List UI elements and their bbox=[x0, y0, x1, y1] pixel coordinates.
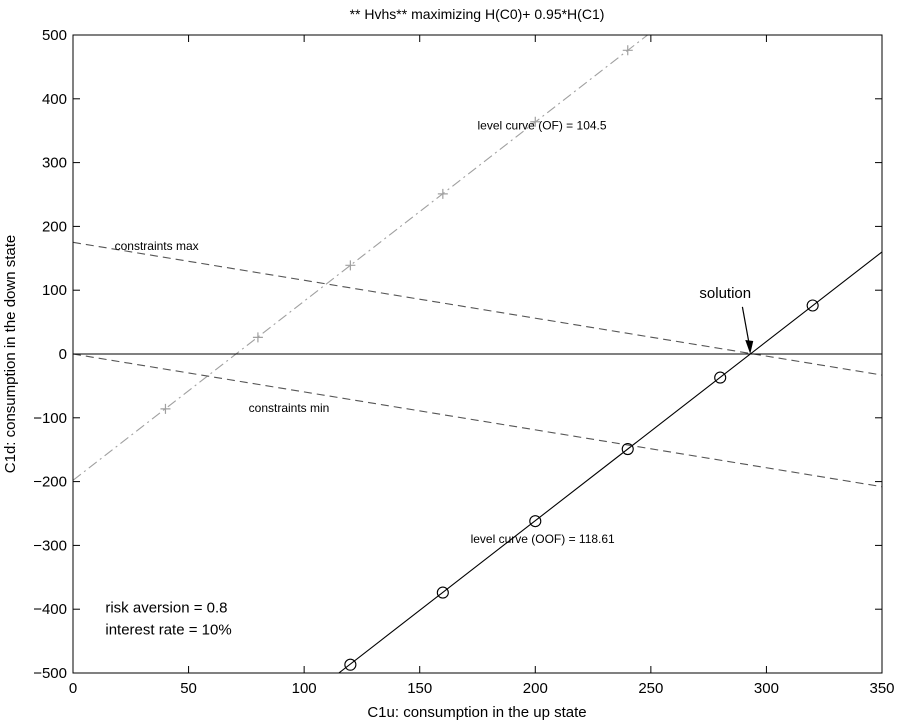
series-line-4 bbox=[73, 353, 882, 488]
x-tick-label: 50 bbox=[180, 680, 197, 697]
y-tick-label: 400 bbox=[42, 91, 67, 108]
series-line-2 bbox=[338, 251, 882, 673]
series-line-1 bbox=[73, 35, 649, 481]
marker-circle-2-3 bbox=[529, 515, 542, 528]
y-tick-label: −300 bbox=[33, 537, 67, 554]
x-tick-label: 200 bbox=[523, 680, 548, 697]
marker-circle-2-2 bbox=[436, 586, 449, 599]
y-tick-label: −200 bbox=[33, 474, 67, 491]
marker-plus-1-5 bbox=[530, 116, 541, 127]
series-line-3 bbox=[73, 241, 882, 376]
marker-circle-2-6 bbox=[806, 299, 819, 312]
note-risk-aversion: risk aversion = 0.8 bbox=[105, 599, 227, 616]
y-tick-label: −100 bbox=[33, 410, 67, 427]
x-tick-label: 300 bbox=[754, 680, 779, 697]
y-tick-label: 0 bbox=[59, 346, 67, 363]
x-tick-label: 350 bbox=[869, 680, 894, 697]
y-axis-title: C1d: consumption in the down state bbox=[2, 235, 19, 473]
marker-plus-1-2 bbox=[252, 332, 263, 343]
y-tick-label: −400 bbox=[33, 601, 67, 618]
annotation-constraints-min: constraints min bbox=[249, 401, 330, 415]
solution-arrow-head bbox=[745, 340, 754, 354]
y-tick-label: −500 bbox=[33, 665, 67, 682]
annotation-level-curve-of: level curve (OF) = 104.5 bbox=[478, 118, 607, 132]
marker-plus-1-4 bbox=[437, 188, 448, 199]
series-layer bbox=[73, 35, 882, 673]
marker-plus-1-3 bbox=[345, 260, 356, 271]
y-tick-label: 300 bbox=[42, 155, 67, 172]
marker-circle-2-5 bbox=[714, 371, 727, 384]
marker-plus-1-1 bbox=[160, 403, 171, 414]
x-tick-label: 100 bbox=[292, 680, 317, 697]
y-tick-label: 200 bbox=[42, 218, 67, 235]
x-tick-label: 250 bbox=[638, 680, 663, 697]
markers-layer bbox=[160, 45, 819, 671]
annotation-constraints-max: constraints max bbox=[115, 239, 199, 253]
marker-plus-1-6 bbox=[622, 45, 633, 56]
x-axis-title: C1u: consumption in the up state bbox=[367, 704, 586, 721]
annotations-layer: level curve (OF) = 104.5 level curve (OO… bbox=[105, 118, 754, 639]
y-tick-label: 100 bbox=[42, 282, 67, 299]
marker-circle-2-4 bbox=[621, 443, 634, 456]
marker-circle-2-1 bbox=[344, 658, 357, 671]
annotation-level-curve-oof: level curve (OOF) = 118.61 bbox=[471, 532, 615, 546]
axes-layer: 0 50 100 150 200 250 300 350 −500 −400 −300 −200 −10… bbox=[33, 27, 894, 697]
chart-title: ** Hvhs** maximizing H(C0)+ 0.95*H(C1) bbox=[350, 6, 605, 22]
x-tick-label: 0 bbox=[69, 680, 77, 697]
note-interest-rate: interest rate = 10% bbox=[105, 622, 231, 639]
y-tick-label: 500 bbox=[42, 27, 67, 44]
x-tick-label: 150 bbox=[407, 680, 432, 697]
annotation-solution: solution bbox=[699, 285, 751, 302]
